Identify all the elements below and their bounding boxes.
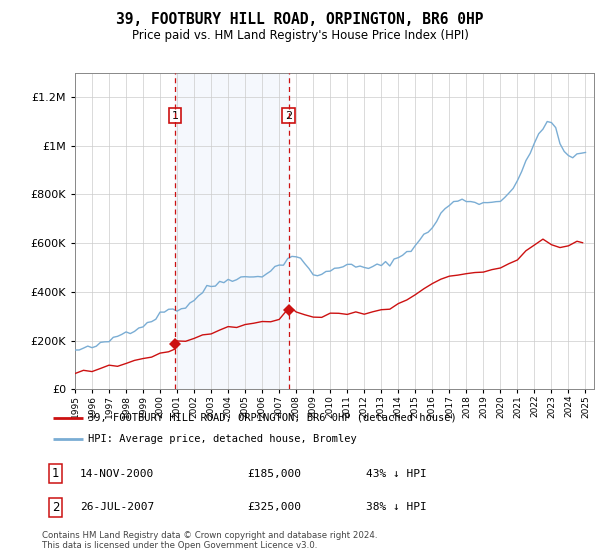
Text: 1: 1 bbox=[52, 467, 59, 480]
Text: £185,000: £185,000 bbox=[247, 469, 301, 479]
Text: 2: 2 bbox=[52, 501, 59, 514]
Text: HPI: Average price, detached house, Bromley: HPI: Average price, detached house, Brom… bbox=[88, 435, 356, 444]
Text: 38% ↓ HPI: 38% ↓ HPI bbox=[366, 502, 427, 512]
Text: 26-JUL-2007: 26-JUL-2007 bbox=[80, 502, 154, 512]
Text: Contains HM Land Registry data © Crown copyright and database right 2024.
This d: Contains HM Land Registry data © Crown c… bbox=[42, 531, 377, 550]
Text: 43% ↓ HPI: 43% ↓ HPI bbox=[366, 469, 427, 479]
Text: 39, FOOTBURY HILL ROAD, ORPINGTON, BR6 0HP: 39, FOOTBURY HILL ROAD, ORPINGTON, BR6 0… bbox=[116, 12, 484, 27]
Text: 2: 2 bbox=[285, 110, 292, 120]
Text: 14-NOV-2000: 14-NOV-2000 bbox=[80, 469, 154, 479]
Text: £325,000: £325,000 bbox=[247, 502, 301, 512]
Text: 39, FOOTBURY HILL ROAD, ORPINGTON, BR6 0HP (detached house): 39, FOOTBURY HILL ROAD, ORPINGTON, BR6 0… bbox=[88, 413, 457, 423]
Bar bbox=[175, 73, 289, 389]
Text: Price paid vs. HM Land Registry's House Price Index (HPI): Price paid vs. HM Land Registry's House … bbox=[131, 29, 469, 42]
Text: 1: 1 bbox=[172, 110, 178, 120]
